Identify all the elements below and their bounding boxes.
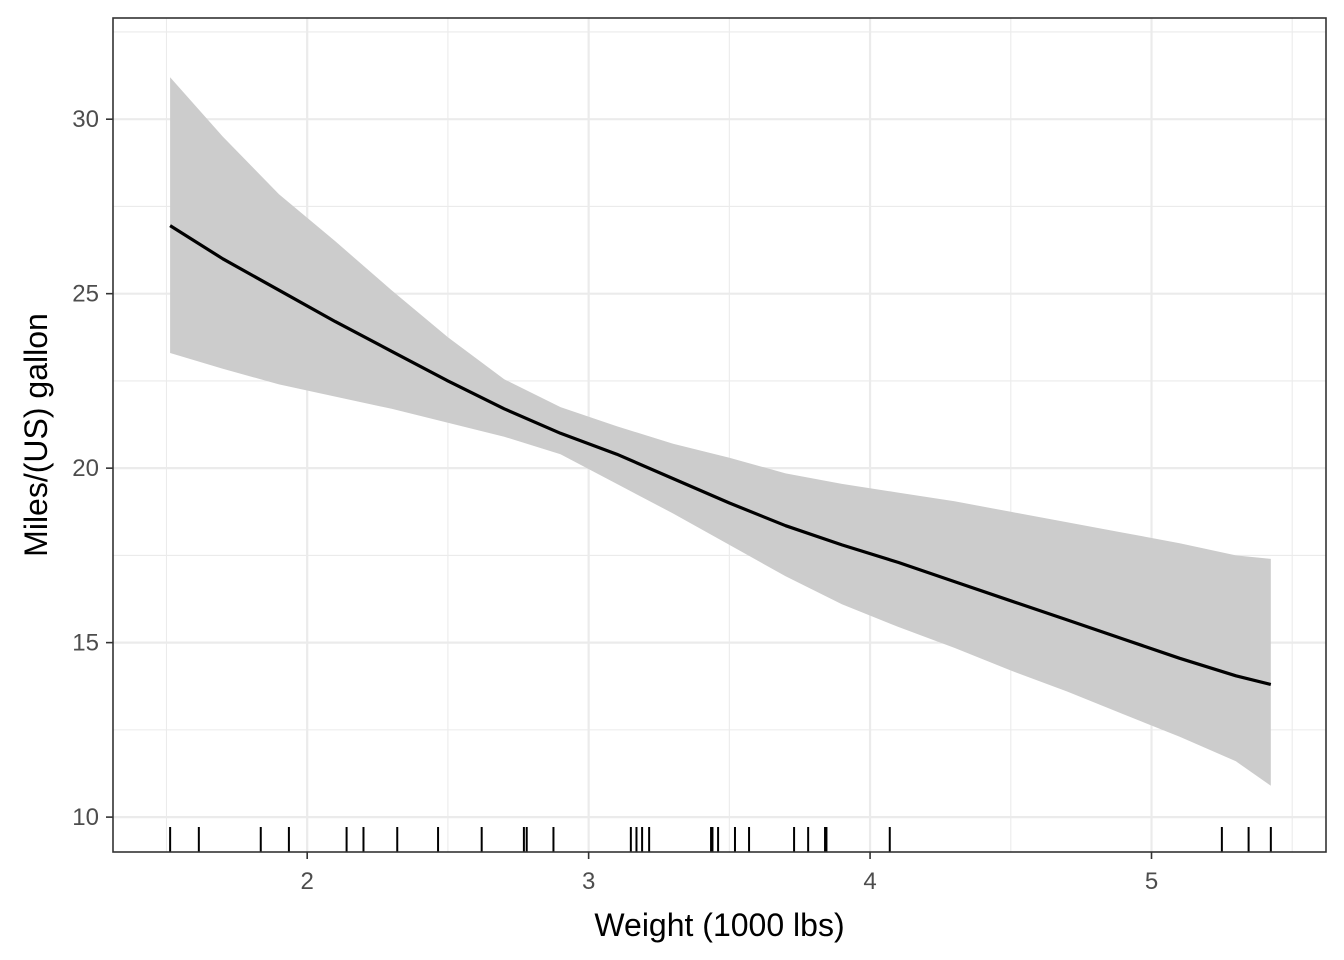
x-tick-label: 5 — [1145, 868, 1158, 895]
confidence-band-layer — [170, 77, 1271, 786]
rug-layer — [169, 827, 1272, 852]
x-axis: 2 3 4 5 — [301, 852, 1158, 895]
fit-line-layer — [169, 224, 1272, 687]
y-tick-label: 20 — [72, 455, 99, 482]
x-tick-label: 2 — [301, 868, 314, 895]
panel-border — [112, 17, 1327, 853]
x-tick-label: 3 — [582, 868, 595, 895]
confidence-band — [170, 77, 1271, 786]
y-tick-label: 15 — [72, 630, 99, 657]
y-axis: 10 15 20 25 30 — [72, 106, 113, 831]
fit-line — [169, 224, 1272, 687]
x-axis-title: Weight (1000 lbs) — [594, 907, 844, 943]
y-axis-title: Miles/(US) gallon — [18, 313, 54, 557]
y-tick-label: 25 — [72, 281, 99, 308]
y-tick-label: 10 — [72, 804, 99, 831]
x-tick-label: 4 — [863, 868, 876, 895]
y-tick-label: 30 — [72, 106, 99, 133]
